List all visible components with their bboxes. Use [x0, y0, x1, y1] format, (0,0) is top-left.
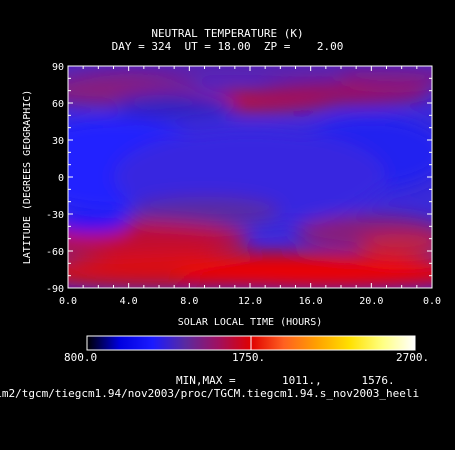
min-max-readout: MIN,MAX = 1011., 1576.	[176, 375, 395, 387]
heatmap-blob	[174, 263, 432, 288]
y-tick-label: -30	[46, 210, 64, 221]
x-tick-label: 4.0	[120, 296, 138, 307]
axis-ticks: 0.0 4.0 8.0 12.0 16.0 20.0 0.0 90 60 30 0 -30 -60 -90	[46, 62, 441, 307]
min-max-label: MIN,MAX =	[176, 374, 236, 387]
max-value: 1576.	[361, 374, 395, 387]
y-tick-label: 90	[52, 62, 64, 73]
heatmap-blob	[113, 93, 235, 118]
heatmap-blob	[341, 68, 432, 89]
y-tick-label: 0	[58, 173, 64, 184]
x-axis-label: SOLAR LOCAL TIME (HOURS)	[178, 317, 323, 328]
colorbar-max-label: 2700.	[396, 351, 430, 364]
heatmap-blob	[68, 215, 129, 233]
x-tick-label: 20.0	[359, 296, 383, 307]
x-tick-label: 0.0	[59, 296, 77, 307]
heatmap-blobs	[68, 66, 432, 288]
heatmap-field	[68, 66, 432, 288]
y-tick-label: 30	[52, 136, 64, 147]
heatmap-blob	[128, 196, 281, 227]
x-tick-label: 12.0	[238, 296, 262, 307]
y-axis-label: LATITUDE (DEGREES GEOGRAPHIC)	[22, 90, 33, 265]
colorbar	[86, 335, 416, 351]
heatmap-blob	[68, 221, 250, 256]
min-value: 1011.,	[281, 374, 322, 387]
colorbar-min-label: 800.0	[64, 351, 98, 364]
chart-title: NEUTRAL TEMPERATURE (K)	[151, 27, 304, 40]
y-tick-label: 60	[52, 99, 64, 110]
y-tick-label: -60	[46, 247, 64, 258]
source-path: /aim2/tgcm/tiegcm1.94/nov2003/proc/TGCM.…	[0, 387, 420, 400]
x-tick-label: 16.0	[299, 296, 323, 307]
heatmap-blob	[356, 232, 432, 258]
x-tick-label: 0.0	[423, 296, 441, 307]
chart-subtitle: DAY = 324 UT = 18.00 ZP = 2.00	[111, 40, 344, 53]
y-tick-label: -90	[46, 284, 64, 295]
x-tick-label: 8.0	[180, 296, 198, 307]
colorbar-mid-label: 1750.	[232, 351, 266, 364]
